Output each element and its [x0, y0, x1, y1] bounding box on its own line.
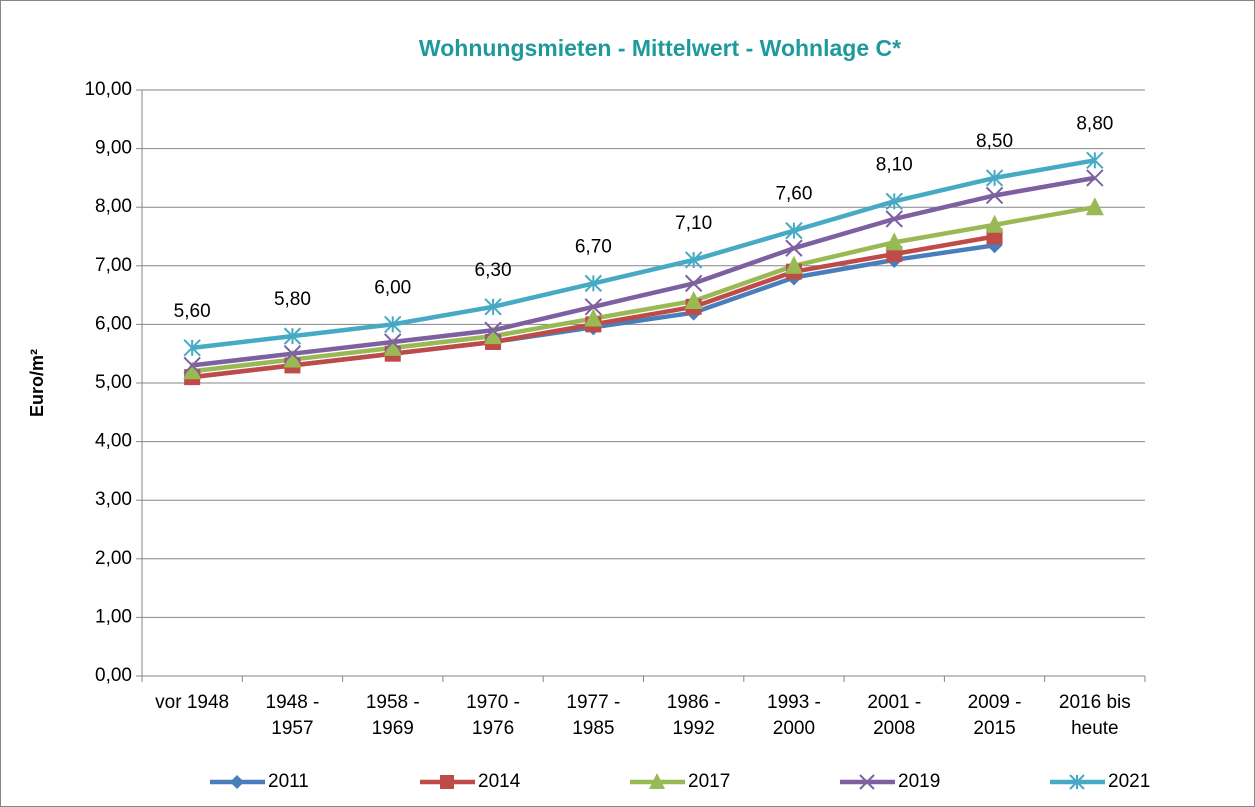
marker — [785, 221, 803, 240]
marker — [784, 255, 803, 274]
x-tick-label: vor 1948 — [155, 692, 229, 713]
x-tick-label: 2016 bis heute — [1059, 692, 1131, 739]
data-label: 6,30 — [475, 260, 512, 281]
y-tick-label: 6,00 — [95, 313, 132, 334]
marker — [484, 321, 502, 339]
chart-title: Wohnungsmieten - Mittelwert - Wohnlage C… — [419, 35, 901, 61]
marker — [183, 361, 202, 380]
marker — [649, 773, 665, 789]
y-tick-label: 4,00 — [95, 431, 132, 452]
marker — [985, 214, 1004, 233]
x-tick-label: 1958 -1969 — [366, 692, 420, 739]
marker — [885, 210, 903, 228]
marker — [684, 274, 703, 293]
marker — [230, 775, 244, 789]
data-label: 6,70 — [575, 236, 612, 257]
marker — [1069, 774, 1085, 790]
x-tick-label: 1948 -1957 — [266, 692, 320, 739]
data-label: 5,60 — [174, 301, 211, 322]
marker — [183, 356, 201, 375]
legend-label: 2021 — [1108, 771, 1150, 792]
marker — [584, 298, 603, 316]
marker — [283, 327, 302, 345]
marker — [1086, 151, 1104, 170]
marker — [584, 308, 603, 327]
x-tick-label: 2009 -2015 — [968, 692, 1022, 739]
marker — [985, 169, 1004, 187]
marker — [684, 290, 703, 309]
legend-label: 2014 — [478, 771, 521, 792]
marker — [885, 192, 903, 211]
marker — [985, 186, 1004, 205]
y-tick-label: 9,00 — [95, 138, 132, 159]
data-label: 6,00 — [374, 277, 411, 298]
data-label: 7,10 — [675, 213, 712, 234]
y-tick-label: 10,00 — [84, 79, 132, 100]
marker — [785, 239, 803, 257]
marker — [440, 775, 454, 789]
y-tick-label: 2,00 — [95, 548, 132, 569]
legend-label: 2011 — [268, 771, 309, 792]
marker — [383, 337, 402, 356]
y-tick-label: 5,00 — [95, 372, 132, 393]
marker — [584, 274, 603, 293]
y-tick-label: 3,00 — [95, 489, 132, 510]
data-label: 8,10 — [876, 154, 913, 175]
legend-label: 2019 — [898, 771, 940, 792]
data-label: 7,60 — [775, 184, 812, 205]
series-line — [191, 158, 1096, 351]
marker — [684, 251, 703, 269]
marker — [885, 232, 904, 251]
marker — [484, 298, 502, 316]
legend-label: 2017 — [688, 771, 730, 792]
marker — [384, 333, 402, 351]
marker — [283, 344, 302, 363]
data-label: 8,80 — [1076, 113, 1113, 134]
series-line — [191, 175, 1096, 368]
x-tick-label: 1977 -1985 — [566, 692, 620, 739]
x-tick-label: 1993 -2000 — [767, 692, 821, 739]
y-tick-label: 7,00 — [95, 255, 132, 276]
marker — [859, 774, 875, 790]
marker — [1086, 169, 1104, 187]
series-line — [191, 204, 1096, 374]
marker — [283, 349, 302, 368]
data-label: 8,50 — [976, 131, 1013, 152]
marker — [1085, 197, 1104, 216]
x-tick-label: 1986 -1992 — [667, 692, 721, 739]
marker — [484, 326, 503, 345]
y-tick-label: 0,00 — [95, 665, 132, 686]
data-label: 5,80 — [274, 289, 311, 310]
marker — [183, 339, 201, 357]
x-tick-label: 2001 -2008 — [867, 692, 921, 739]
y-tick-label: 1,00 — [95, 606, 132, 627]
y-axis-label: Euro/m² — [27, 349, 47, 417]
x-tick-label: 1970 -1976 — [466, 692, 520, 739]
marker — [384, 315, 402, 334]
y-tick-label: 8,00 — [95, 196, 132, 217]
